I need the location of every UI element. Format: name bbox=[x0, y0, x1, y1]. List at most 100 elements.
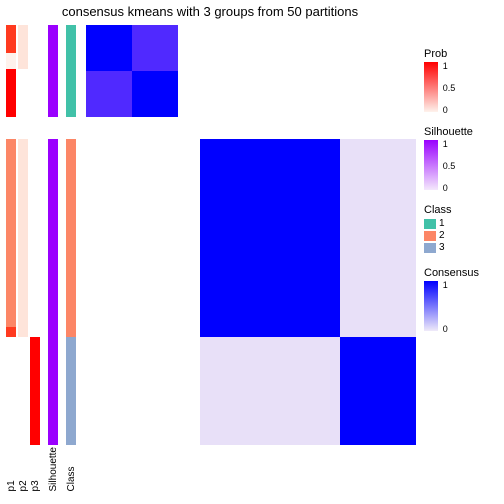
heatmap-row bbox=[86, 117, 416, 139]
legend-prob-title: Prob bbox=[424, 48, 500, 60]
legend-tick: 0.5 bbox=[443, 84, 456, 93]
legend-class-item: 3 bbox=[424, 242, 500, 253]
anno-cell bbox=[48, 139, 58, 327]
legend-swatch bbox=[424, 243, 436, 253]
heatmap-row bbox=[86, 71, 416, 117]
legend-tick: 0 bbox=[443, 325, 448, 334]
legend-swatch bbox=[424, 231, 436, 241]
anno-cell bbox=[30, 327, 40, 337]
anno-cell bbox=[30, 25, 40, 53]
legend-silhouette-title: Silhouette bbox=[424, 126, 500, 138]
heatmap-cell bbox=[200, 117, 340, 139]
anno-cell bbox=[30, 69, 40, 117]
heatmap-cell bbox=[132, 139, 178, 337]
heatmap-cell bbox=[340, 25, 416, 71]
heatmap-cell bbox=[86, 25, 132, 71]
anno-cell bbox=[18, 337, 28, 445]
anno-col-p2 bbox=[18, 25, 28, 445]
anno-cell bbox=[6, 139, 16, 327]
legend-silhouette-gradient bbox=[424, 140, 438, 190]
heatmap-cell bbox=[340, 117, 416, 139]
anno-cell bbox=[6, 117, 16, 139]
heatmap-row bbox=[86, 25, 416, 71]
anno-cell bbox=[18, 53, 28, 69]
anno-cell bbox=[48, 25, 58, 53]
legend-silhouette: Silhouette 10.50 bbox=[424, 126, 500, 190]
heatmap-cell bbox=[132, 25, 178, 71]
heatmap-cell bbox=[86, 71, 132, 117]
anno-cell bbox=[30, 53, 40, 69]
anno-col-p1 bbox=[6, 25, 16, 445]
annotation-columns bbox=[6, 25, 76, 445]
anno-cell bbox=[66, 327, 76, 337]
anno-cell bbox=[48, 337, 58, 445]
axis-label-class: Class bbox=[66, 447, 76, 491]
heatmap-cell bbox=[86, 139, 132, 337]
anno-cell bbox=[18, 25, 28, 53]
consensus-heatmap bbox=[86, 25, 416, 445]
anno-cell bbox=[6, 53, 16, 69]
anno-cell bbox=[66, 69, 76, 117]
legend-prob-gradient bbox=[424, 62, 438, 112]
heatmap-cell bbox=[178, 139, 200, 337]
heatmap-cell bbox=[132, 117, 178, 139]
anno-cell bbox=[66, 117, 76, 139]
legend-class-item: 1 bbox=[424, 218, 500, 229]
anno-cell bbox=[18, 327, 28, 337]
legend-consensus: Consensus 10 bbox=[424, 267, 500, 331]
anno-cell bbox=[48, 69, 58, 117]
heatmap-cell bbox=[178, 117, 200, 139]
axis-label-p2: p2 bbox=[18, 447, 28, 491]
legend-swatch bbox=[424, 219, 436, 229]
legend-prob: Prob 1 0.5 0 bbox=[424, 48, 500, 112]
anno-cell bbox=[6, 327, 16, 337]
heatmap-cell bbox=[340, 71, 416, 117]
heatmap-row bbox=[86, 337, 416, 445]
anno-col-p3 bbox=[30, 25, 40, 445]
anno-cell bbox=[18, 117, 28, 139]
legend-label: 3 bbox=[439, 242, 445, 253]
legend-class-item: 2 bbox=[424, 230, 500, 241]
anno-cell bbox=[30, 139, 40, 327]
annotation-axis-labels: p1p2p3SilhouetteClass bbox=[6, 447, 76, 491]
legend-consensus-title: Consensus bbox=[424, 267, 500, 279]
legend-consensus-gradient bbox=[424, 281, 438, 331]
anno-cell bbox=[66, 139, 76, 327]
heatmap-cell bbox=[132, 337, 178, 445]
anno-col-class bbox=[66, 25, 76, 445]
anno-cell bbox=[30, 337, 40, 445]
anno-cell bbox=[6, 25, 16, 53]
anno-cell bbox=[66, 337, 76, 445]
anno-col-silhouette bbox=[48, 25, 58, 445]
heatmap-cell bbox=[200, 71, 340, 117]
heatmap-cell bbox=[178, 337, 200, 445]
axis-label-p3: p3 bbox=[30, 447, 40, 491]
legend-panel: Prob 10.50 Silhouette 10.50 Class 123 Co… bbox=[424, 48, 500, 345]
legend-tick: 1 bbox=[443, 62, 448, 71]
heatmap-cell bbox=[340, 139, 416, 337]
legend-tick: 0.5 bbox=[443, 162, 456, 171]
heatmap-cell bbox=[86, 337, 132, 445]
anno-cell bbox=[18, 69, 28, 117]
heatmap-cell bbox=[340, 337, 416, 445]
axis-label-p1: p1 bbox=[6, 447, 16, 491]
anno-cell bbox=[6, 69, 16, 117]
anno-cell bbox=[6, 337, 16, 445]
legend-tick: 0 bbox=[443, 106, 448, 115]
chart-title: consensus kmeans with 3 groups from 50 p… bbox=[0, 4, 420, 19]
heatmap-cell bbox=[200, 337, 340, 445]
heatmap-cell bbox=[132, 71, 178, 117]
legend-class-items: 123 bbox=[424, 218, 500, 253]
legend-tick: 1 bbox=[443, 140, 448, 149]
anno-cell bbox=[18, 139, 28, 327]
heatmap-cell bbox=[178, 25, 200, 71]
legend-label: 2 bbox=[439, 230, 445, 241]
heatmap-cell bbox=[200, 139, 340, 337]
legend-class: Class 123 bbox=[424, 204, 500, 253]
anno-cell bbox=[66, 53, 76, 69]
heatmap-cell bbox=[86, 117, 132, 139]
anno-cell bbox=[48, 53, 58, 69]
anno-cell bbox=[48, 327, 58, 337]
legend-class-title: Class bbox=[424, 204, 500, 216]
anno-cell bbox=[48, 117, 58, 139]
